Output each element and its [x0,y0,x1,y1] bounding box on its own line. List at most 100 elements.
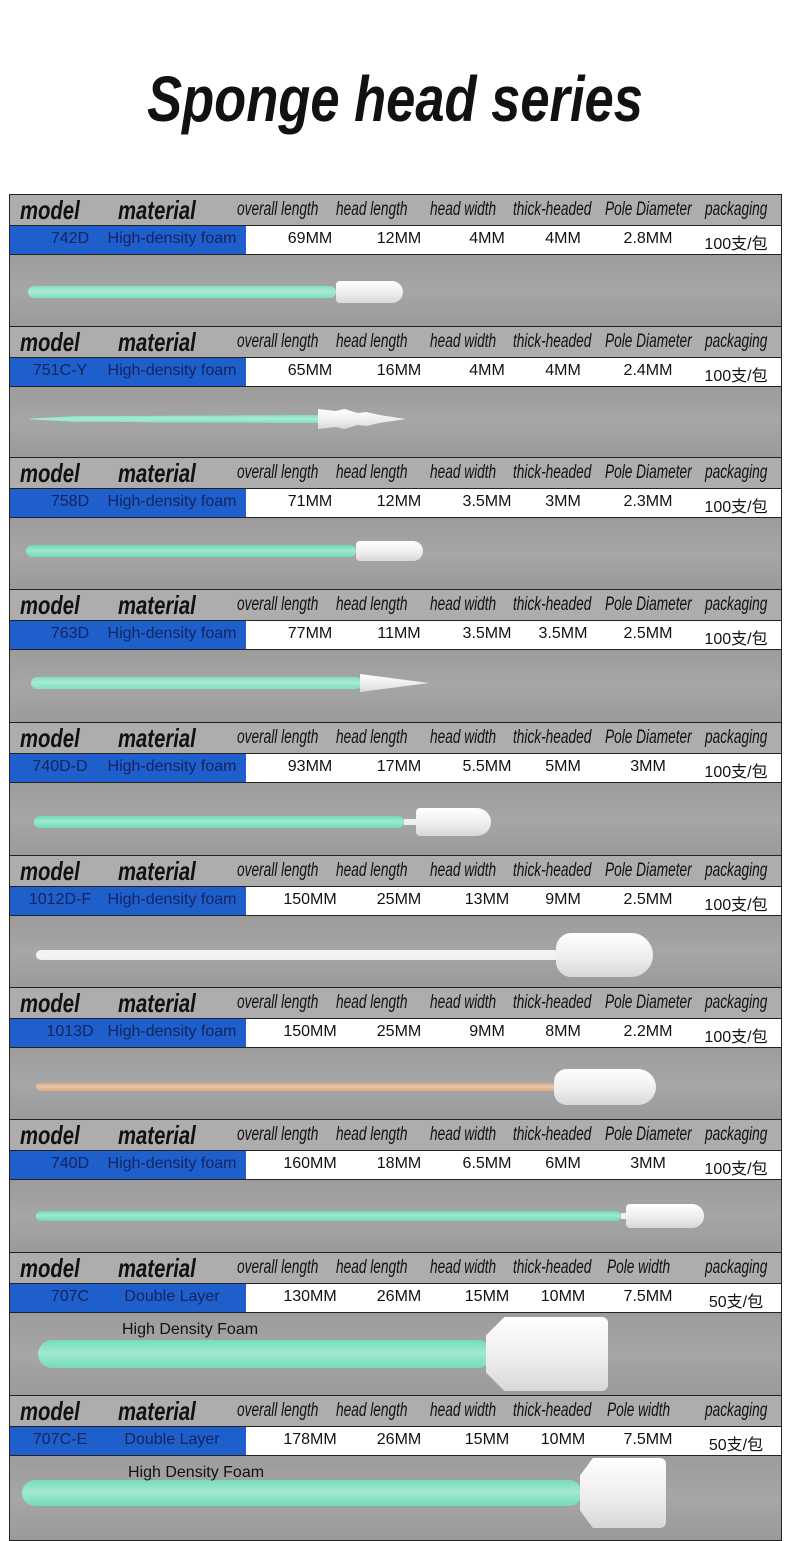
product-block: model material overall length head length he… [9,1119,782,1252]
material-value: High-density foam [107,1023,237,1040]
header-head-length: head length [336,594,408,615]
header-row: model material overall length head length he… [10,987,781,1018]
header-thick-headed: thick-headed [513,462,592,483]
material-value: High-density foam [107,625,237,642]
pole-value: 3MM [630,1155,666,1172]
header-overall-length: overall length [237,992,319,1013]
header-thick-headed: thick-headed [513,1257,592,1278]
header-pole-diameter: Pole Diameter [605,992,692,1013]
header-row: model material overall length head length he… [10,194,781,225]
head-width-value: 5.5MM [462,758,512,775]
pole-value: 2.4MM [623,362,673,379]
packaging-value: 100支/包 [704,1161,768,1178]
header-pole-diameter: Pole Diameter [605,1124,692,1145]
header-row: model material overall length head length he… [10,326,781,357]
spec-row: 707C-E Double Layer 178MM 26MM 15MM 10MM 7.5MM… [10,1426,781,1456]
swab-neck [404,819,420,825]
header-model: model [20,988,80,1018]
material-value: Double Layer [124,1431,220,1448]
header-material: material [118,856,196,886]
header-model: model [20,327,80,357]
header-material: material [118,458,196,488]
sponge-head [486,1317,608,1391]
header-row: model material overall length head length he… [10,1395,781,1426]
model-material-cell [10,1427,246,1455]
material-value: Double Layer [124,1288,220,1305]
header-head-length: head length [336,1124,408,1145]
header-head-width: head width [430,1257,497,1278]
header-packaging: packaging [705,860,768,881]
product-photo [10,783,781,855]
head-width-value: 4MM [469,362,505,379]
header-pole-diameter: Pole Diameter [605,860,692,881]
header-head-width: head width [430,331,497,352]
head-width-value: 9MM [469,1023,505,1040]
head-length-value: 26MM [376,1431,422,1448]
model-material-cell [10,621,246,649]
pole-value: 2.3MM [623,493,673,510]
thick-headed-value: 9MM [545,891,581,908]
spec-row: 1012D-F High-density foam 150MM 25MM 13MM 9MM… [10,886,781,916]
head-length-value: 12MM [376,493,422,510]
header-material: material [118,1120,196,1150]
header-model: model [20,1120,80,1150]
head-length-value: 18MM [376,1155,422,1172]
header-overall-length: overall length [237,1400,319,1421]
sponge-head [554,1069,656,1105]
header-thick-headed: thick-headed [513,594,592,615]
pole-value: 2.5MM [623,625,673,642]
header-packaging: packaging [705,199,768,220]
header-head-width: head width [430,1124,497,1145]
header-pole-diameter: Pole Diameter [605,331,692,352]
model-value: 758D [50,493,90,510]
spec-row: 740D High-density foam 160MM 18MM 6.5MM 6MM 3M… [10,1150,781,1180]
packaging-value: 100支/包 [704,631,768,648]
product-block: model material overall length head length he… [9,326,782,457]
header-row: model material overall length head length he… [10,589,781,620]
head-width-value: 15MM [464,1431,510,1448]
header-material: material [118,988,196,1018]
swab-handle [30,415,322,423]
material-value: High-density foam [107,230,237,247]
header-head-length: head length [336,992,408,1013]
header-overall-length: overall length [237,1124,319,1145]
header-overall-length: overall length [237,1257,319,1278]
head-width-value: 3.5MM [462,493,512,510]
header-packaging: packaging [705,462,768,483]
swab-handle [22,1480,582,1506]
thick-headed-value: 4MM [545,362,581,379]
header-overall-length: overall length [237,594,319,615]
head-length-value: 16MM [376,362,422,379]
product-photo [10,1048,781,1119]
model-value: 740D-D [32,758,88,775]
header-overall-length: overall length [237,727,319,748]
spec-row: 1013D High-density foam 150MM 25MM 9MM 8MM 2.2… [10,1018,781,1048]
packaging-value: 100支/包 [704,499,768,516]
header-material: material [118,1253,196,1283]
header-pole-width: Pole width [607,1257,671,1278]
material-value: High-density foam [107,493,237,510]
sponge-head [556,933,653,977]
header-model: model [20,1396,80,1426]
header-packaging: packaging [705,331,768,352]
header-head-length: head length [336,462,408,483]
head-length-value: 26MM [376,1288,422,1305]
product-photo [10,387,781,457]
head-length-value: 17MM [376,758,422,775]
header-pole-width: Pole width [607,1400,671,1421]
header-model: model [20,590,80,620]
overall-length-value: 160MM [283,1155,337,1172]
header-head-length: head length [336,860,408,881]
thick-headed-value: 10MM [540,1431,586,1448]
spec-row: 751C-Y High-density foam 65MM 16MM 4MM 4MM 2.4… [10,357,781,387]
packaging-value: 100支/包 [704,236,768,253]
thick-headed-value: 5MM [545,758,581,775]
model-material-cell [10,1151,246,1179]
header-head-width: head width [430,860,497,881]
header-material: material [118,327,196,357]
model-value: 740D [50,1155,90,1172]
product-block: model material overall length head length he… [9,194,782,326]
spec-row: 707C Double Layer 130MM 26MM 15MM 10MM 7.5MM 50… [10,1283,781,1313]
header-head-width: head width [430,199,497,220]
photo-caption: High Density Foam [122,1321,259,1338]
